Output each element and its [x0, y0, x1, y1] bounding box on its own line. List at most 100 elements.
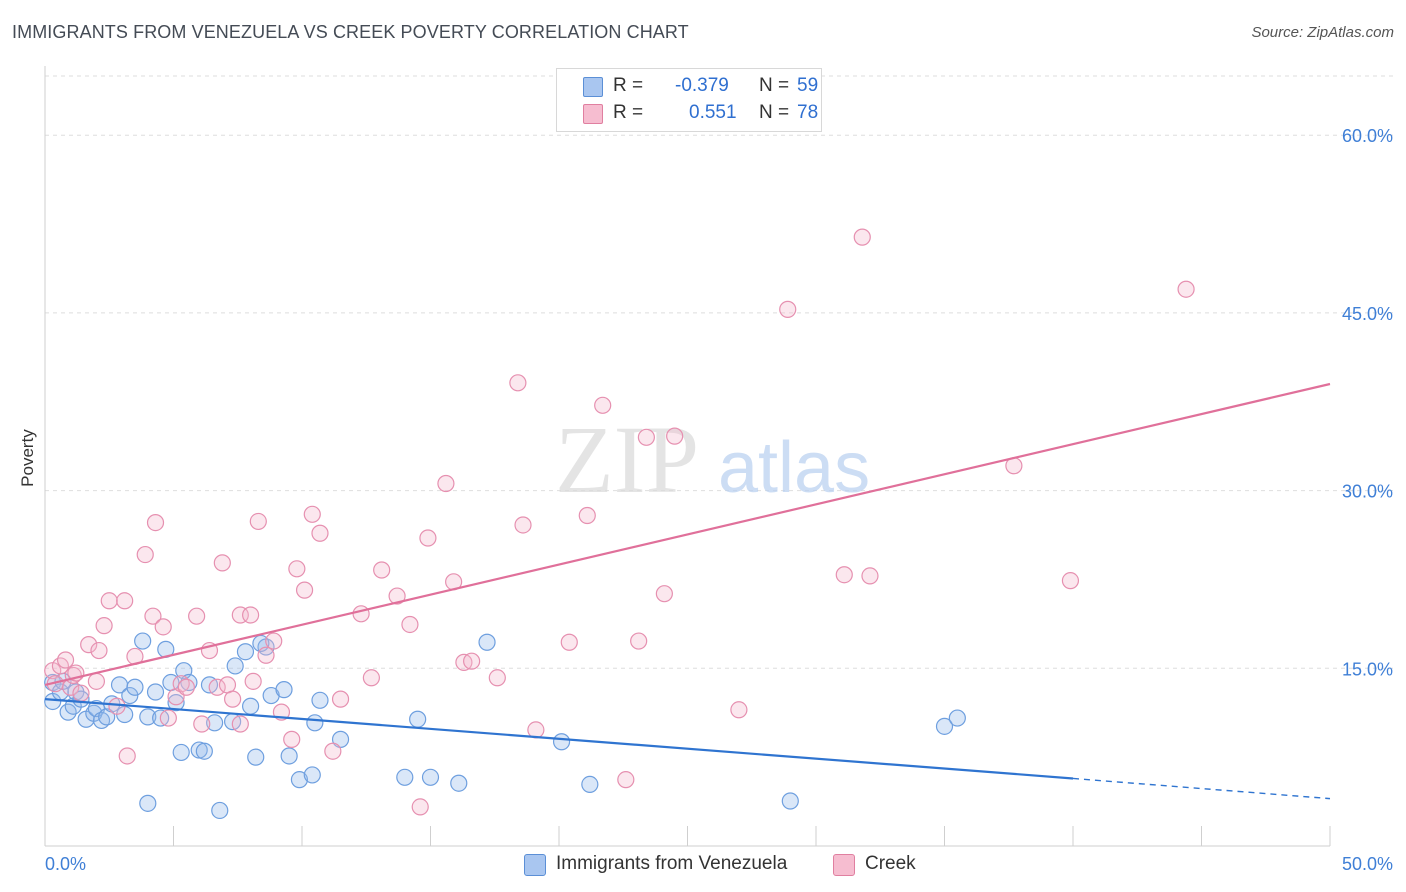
data-point-creek	[159, 709, 177, 727]
r-value: 0.551	[689, 102, 737, 123]
series-legend: Immigrants from Venezuela Creek	[0, 852, 1406, 878]
data-point-creek	[419, 529, 437, 547]
trend-line-venezuela-extension	[1072, 777, 1331, 800]
n-value: 59	[797, 75, 819, 96]
data-point-creek	[208, 678, 226, 696]
data-point-creek	[144, 607, 162, 625]
data-point-creek	[411, 798, 429, 816]
data-point-creek	[224, 690, 242, 708]
data-point-creek	[90, 641, 108, 660]
data-point-creek	[118, 747, 136, 765]
data-point-creek	[324, 742, 342, 760]
data-point-venezuela	[421, 768, 440, 786]
trend-line-creek	[44, 382, 1331, 686]
data-point-venezuela	[935, 717, 954, 735]
data-point-creek	[154, 618, 172, 636]
data-point-creek	[637, 428, 655, 446]
data-point-venezuela	[98, 708, 116, 726]
watermark-zip: ZIP	[555, 406, 699, 513]
data-point-venezuela	[290, 771, 309, 789]
n-value: 78	[797, 102, 819, 123]
data-point-creek	[244, 672, 262, 690]
chart-source: Source: ZipAtlas.com	[1251, 24, 1394, 41]
data-point-creek	[779, 300, 797, 318]
trend-lines	[44, 382, 1331, 800]
data-point-venezuela	[450, 774, 468, 792]
data-point-creek	[730, 701, 748, 719]
n-label: N =	[759, 102, 790, 123]
y-tick-label: 30.0%	[1342, 482, 1393, 502]
legend-swatch-venezuela	[524, 854, 546, 876]
data-point-creek	[594, 396, 612, 414]
data-point-creek	[352, 605, 370, 623]
chart-title: IMMIGRANTS FROM VENEZUELA VS CREEK POVER…	[12, 22, 689, 42]
data-point-creek	[666, 427, 684, 445]
data-point-venezuela	[306, 714, 324, 732]
data-point-creek	[295, 581, 314, 599]
legend-swatch-creek	[833, 854, 855, 876]
data-point-creek	[288, 560, 306, 578]
axes	[44, 66, 1331, 847]
data-point-creek	[362, 669, 380, 687]
data-point-venezuela	[236, 643, 255, 661]
data-point-venezuela	[226, 657, 244, 675]
data-points	[44, 228, 1195, 820]
data-point-creek	[578, 506, 596, 525]
data-point-venezuela	[781, 792, 799, 810]
data-point-venezuela	[581, 775, 599, 794]
data-point-venezuela	[280, 747, 298, 765]
data-point-venezuela	[195, 742, 213, 760]
watermark-atlas: atlas	[718, 428, 870, 508]
r-label: R =	[613, 102, 644, 123]
data-point-venezuela	[275, 681, 293, 699]
data-point-creek	[193, 715, 211, 733]
data-point-creek	[283, 730, 301, 748]
data-point-venezuela	[396, 768, 414, 786]
data-point-venezuela	[409, 710, 427, 728]
data-point-creek	[177, 678, 195, 696]
r-value: -0.379	[675, 75, 729, 96]
data-point-creek	[1177, 280, 1195, 298]
n-label: N =	[759, 75, 790, 96]
legend-swatch-venezuela	[583, 77, 603, 97]
legend-label-creek: Creek	[865, 853, 916, 874]
data-point-creek	[373, 561, 391, 579]
data-point-venezuela	[247, 748, 265, 766]
data-point-creek	[853, 228, 871, 246]
data-point-venezuela	[331, 730, 350, 748]
data-point-creek	[560, 633, 578, 651]
data-point-venezuela	[126, 678, 144, 696]
data-point-creek	[437, 474, 455, 493]
data-point-creek	[56, 651, 75, 669]
data-point-venezuela	[311, 691, 329, 709]
data-point-creek	[311, 524, 329, 542]
data-point-creek	[835, 566, 853, 584]
gridlines	[45, 75, 1393, 669]
data-point-venezuela	[478, 633, 496, 651]
data-point-venezuela	[211, 801, 229, 820]
data-point-creek	[509, 374, 527, 392]
data-point-creek	[218, 676, 237, 694]
data-point-creek	[617, 771, 635, 789]
data-point-venezuela	[303, 766, 321, 784]
tick-labels: 15.0% 30.0% 45.0% 60.0% 0.0% 50.0%	[45, 126, 1393, 874]
data-point-venezuela	[948, 709, 966, 727]
data-point-venezuela	[167, 694, 185, 712]
data-point-creek	[331, 690, 350, 708]
legend-swatch-creek	[583, 104, 603, 124]
data-point-creek	[1061, 572, 1080, 590]
y-tick-label: 45.0%	[1342, 304, 1393, 324]
data-point-venezuela	[552, 733, 571, 751]
y-tick-label: 15.0%	[1342, 659, 1393, 679]
data-point-creek	[488, 669, 506, 687]
x-tick-label: 0.0%	[45, 854, 86, 874]
data-point-creek	[108, 697, 126, 715]
data-point-venezuela	[146, 683, 165, 701]
correlation-legend: R = -0.379 N = 59 R = 0.551 N = 78	[556, 68, 822, 132]
data-point-creek	[401, 615, 419, 634]
watermark: ZIP atlas	[555, 406, 870, 513]
x-tick-label: 50.0%	[1342, 854, 1393, 874]
data-point-creek	[100, 592, 118, 610]
y-tick-label: 60.0%	[1342, 126, 1393, 146]
